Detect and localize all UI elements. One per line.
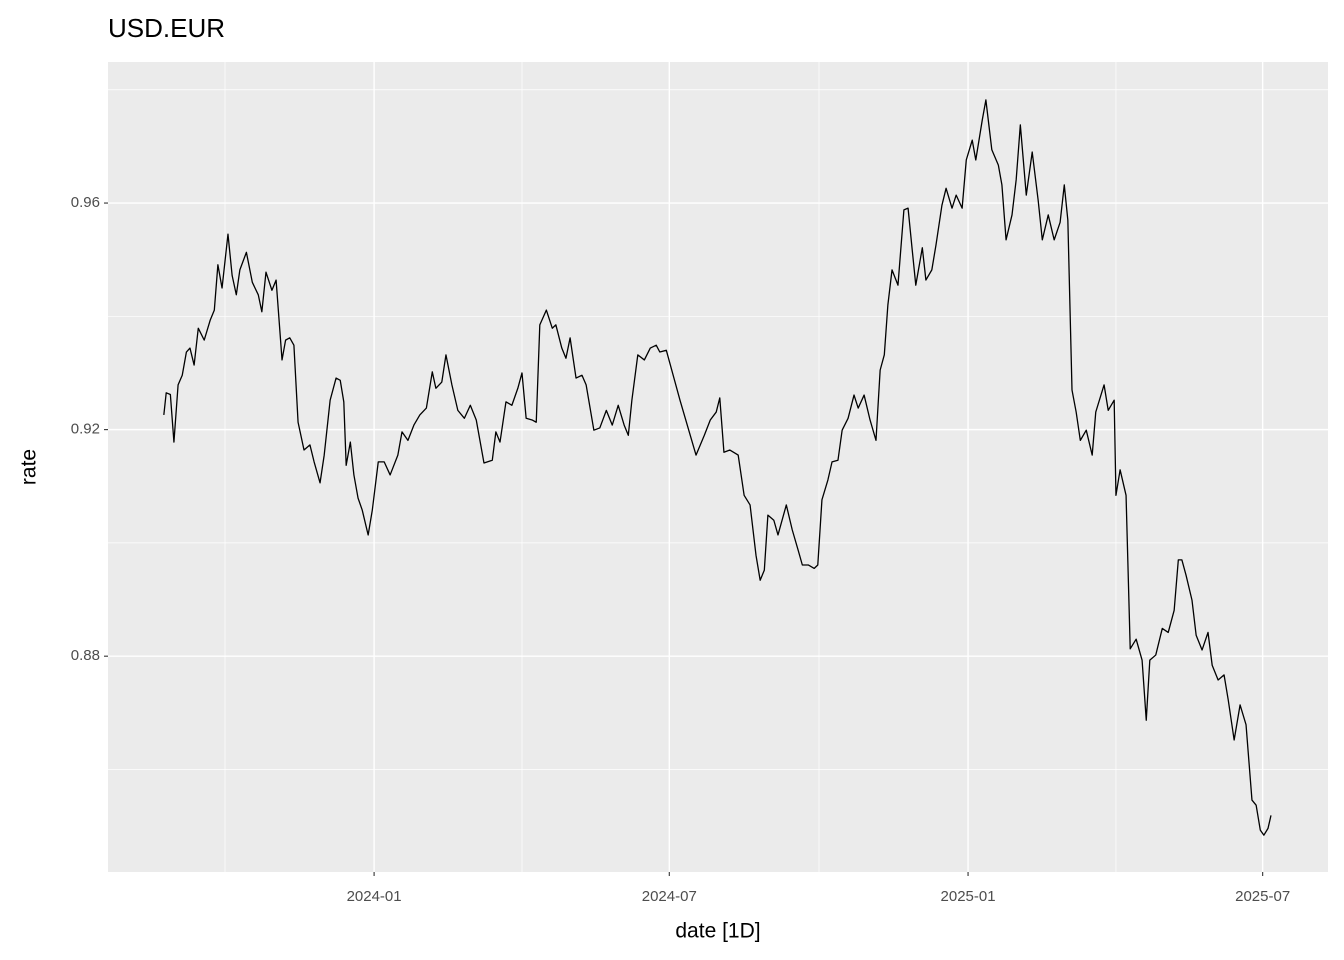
x-tick-label: 2025-07 xyxy=(1235,888,1290,905)
x-tick-label: 2024-07 xyxy=(642,888,697,905)
x-tick-label: 2024-01 xyxy=(347,888,402,905)
x-axis-title: date [1D] xyxy=(675,920,760,943)
plot-area xyxy=(163,99,1272,836)
chart-title: USD.EUR xyxy=(108,13,225,43)
x-tick-label: 2025-01 xyxy=(941,888,996,905)
y-tick-label: 0.92 xyxy=(71,421,100,438)
y-tick-label: 0.88 xyxy=(71,647,100,664)
y-axis-title: rate xyxy=(18,449,41,485)
y-tick-label: 0.96 xyxy=(71,194,100,211)
panel xyxy=(108,62,1328,872)
grid xyxy=(108,62,1328,872)
line xyxy=(163,99,1272,836)
